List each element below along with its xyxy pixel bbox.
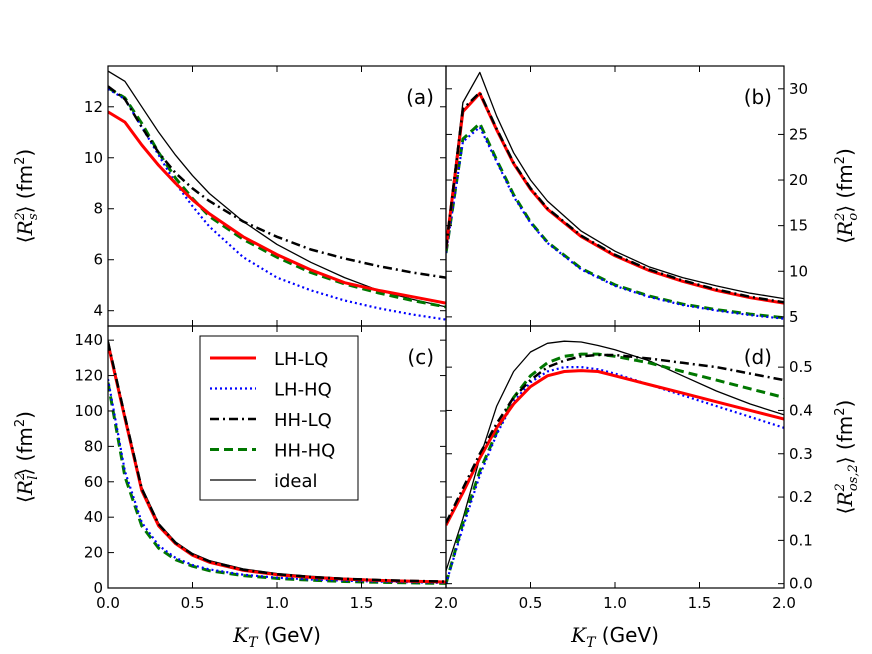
legend-label: HH-LQ (274, 410, 332, 431)
panel-a: 4 6 8 10 12 ⟨R2s⟩ (fm2) (a) (13, 65, 447, 327)
legend-label: ideal (274, 471, 318, 492)
axes-frame (107, 65, 447, 327)
y-tick-label: 140 (74, 331, 103, 349)
series-line-hh-hq (108, 86, 446, 309)
y-tick-label: 12 (84, 98, 103, 116)
y-tick-label: 100 (74, 402, 103, 420)
legend-label: LH-LQ (274, 349, 328, 370)
series-line-hh-lq (446, 91, 784, 304)
y-tick-label: 0.2 (789, 488, 813, 506)
x-tick-label: 0.5 (181, 594, 205, 612)
series-line-hh-hq (446, 352, 784, 585)
panel-label: (b) (744, 85, 772, 109)
y-tick-label: 20 (789, 171, 808, 189)
y-tick-label: 0.0 (789, 575, 813, 593)
series-line-lh-hq (108, 87, 446, 321)
y-axis-label: ⟨R2o⟩ (fm2) (833, 148, 861, 244)
series-group (446, 340, 784, 585)
panel-label: (a) (406, 85, 434, 109)
y-tick-label: 10 (84, 149, 103, 167)
series-line-lh-hq (446, 366, 784, 585)
y-tick-label: 0.5 (789, 358, 813, 376)
legend-frame (199, 335, 359, 501)
series-line-lh-lq (446, 369, 784, 526)
x-tick-label: 2.0 (434, 594, 458, 612)
x-tick-label: 2.0 (772, 594, 796, 612)
series-line-ideal (446, 340, 784, 571)
series-line-ideal (446, 71, 784, 300)
y-tick-label: 40 (84, 508, 103, 526)
legend-label: HH-HQ (274, 441, 335, 462)
x-tick-label: 1.5 (688, 594, 712, 612)
panel-d: 0.0 0.1 0.2 0.3 0.4 0.5 0.5 1.0 1.5 2.0 KT (GeV) ⟨R… (445, 325, 861, 651)
x-tick-label: 1.0 (603, 594, 627, 612)
y-axis-label: ⟨R2s⟩ (fm2) (13, 149, 41, 243)
panel-b: 5 10 15 20 25 30 ⟨R2o⟩ (fm2) (b) (445, 65, 861, 327)
series-line-hh-lq (446, 353, 784, 524)
y-tick-label: 0.3 (789, 445, 813, 463)
series-line-hh-lq (108, 85, 446, 279)
x-tick-label: 1.5 (350, 594, 374, 612)
y-tick-label: 60 (84, 473, 103, 491)
series-line-ideal (108, 70, 446, 308)
y-tick-label: 10 (789, 262, 808, 280)
y-tick-label: 6 (93, 251, 103, 269)
series-group (108, 70, 446, 321)
series-line-lh-hq (446, 125, 784, 320)
series-group (446, 71, 784, 320)
panel-label: (d) (744, 345, 772, 369)
series-line-hh-lq (108, 341, 446, 583)
series-line-hh-hq (446, 122, 784, 320)
y-tick-label: 15 (789, 217, 808, 235)
y-tick-label: 0 (93, 579, 103, 597)
panel-label: (c) (407, 345, 434, 369)
series-line-lh-lq (446, 91, 784, 305)
x-tick-label: 0.5 (519, 594, 543, 612)
y-tick-label: 80 (84, 437, 103, 455)
y-tick-label: 0.1 (789, 531, 813, 549)
y-tick-label: 0.4 (789, 401, 813, 419)
y-tick-label: 30 (789, 80, 808, 98)
x-tick-label: 1.0 (265, 594, 289, 612)
y-axis-label: ⟨R2l⟩ (fm2) (13, 411, 41, 503)
axes-frame (445, 325, 785, 589)
y-tick-label: 120 (74, 367, 103, 385)
series-group (108, 340, 446, 585)
x-axis-label: KT (GeV) (232, 623, 321, 651)
x-axis-label: KT (GeV) (570, 623, 659, 651)
y-tick-label: 8 (93, 200, 103, 218)
legend-label: LH-HQ (274, 380, 332, 401)
panel-c: 0 20 40 60 80 100 120 140 0.0 0.5 1.0 1.5 2.0 KT (GeV… (13, 325, 458, 651)
y-tick-label: 5 (789, 308, 799, 326)
y-axis-label: ⟨R2os,2⟩ (fm2) (833, 400, 861, 515)
x-tick-label: 0.0 (96, 594, 120, 612)
y-tick-label: 20 (84, 544, 103, 562)
legend: LH-LQ LH-HQ HH-LQ HH-HQ ideal (199, 335, 359, 501)
y-tick-label: 4 (93, 302, 103, 320)
series-line-lh-lq (108, 110, 446, 305)
y-tick-label: 25 (789, 125, 808, 143)
